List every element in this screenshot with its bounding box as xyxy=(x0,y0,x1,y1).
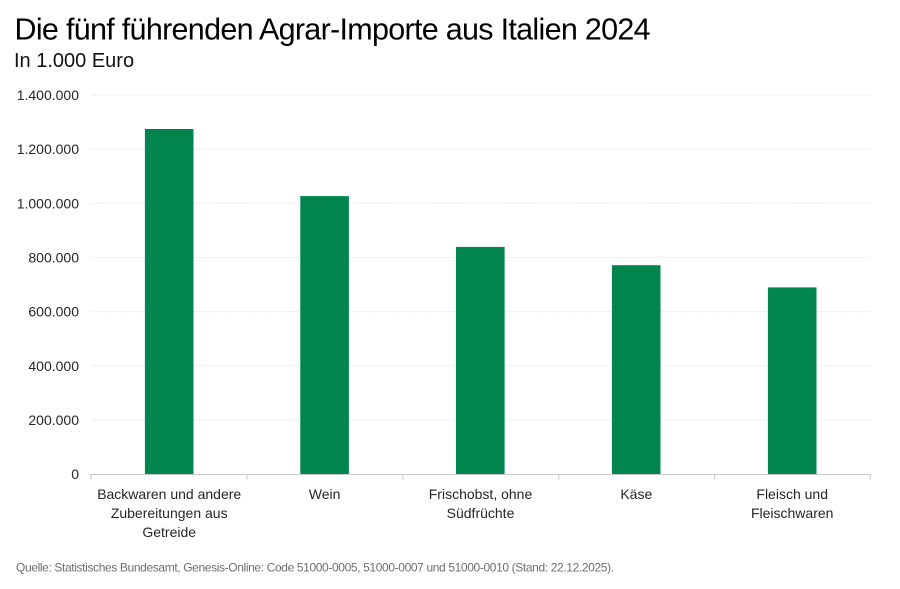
svg-text:400.000: 400.000 xyxy=(28,358,79,374)
svg-text:Quelle: Statistisches Bundesam: Quelle: Statistisches Bundesamt, Genesis… xyxy=(16,561,614,575)
svg-text:Frischobst, ohne: Frischobst, ohne xyxy=(429,486,533,502)
svg-text:0: 0 xyxy=(71,466,79,482)
svg-text:1.400.000: 1.400.000 xyxy=(17,87,79,103)
svg-text:Käse: Käse xyxy=(620,486,652,502)
svg-text:In 1.000 Euro: In 1.000 Euro xyxy=(14,50,134,72)
svg-text:Südfrüchte: Südfrüchte xyxy=(447,505,515,521)
svg-text:Die fünf führenden Agrar-Impor: Die fünf führenden Agrar-Importe aus Ita… xyxy=(15,13,651,47)
svg-text:600.000: 600.000 xyxy=(28,304,79,320)
svg-text:Backwaren und andere: Backwaren und andere xyxy=(97,486,241,502)
svg-text:Fleisch und: Fleisch und xyxy=(756,486,828,502)
svg-text:Zubereitungen aus: Zubereitungen aus xyxy=(111,505,228,521)
svg-text:Wein: Wein xyxy=(309,486,341,502)
svg-text:Getreide: Getreide xyxy=(142,524,196,540)
svg-text:Fleischwaren: Fleischwaren xyxy=(751,505,833,521)
svg-text:1.200.000: 1.200.000 xyxy=(17,141,79,157)
svg-text:800.000: 800.000 xyxy=(28,250,79,266)
svg-text:1.000.000: 1.000.000 xyxy=(17,195,79,211)
svg-text:200.000: 200.000 xyxy=(28,412,79,428)
